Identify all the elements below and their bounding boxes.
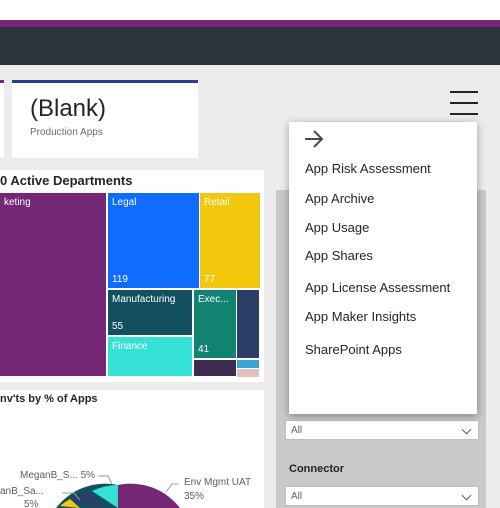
- menu-item-app-usage[interactable]: App Usage: [305, 220, 370, 235]
- pie-label-meganb-s: MeganB_S... 5%: [20, 470, 96, 481]
- donut-slice-meganb-sa: [70, 491, 100, 508]
- donut-slice-b: [60, 499, 80, 508]
- treemap-tile-marketing[interactable]: keting: [0, 193, 106, 376]
- pie-label-env-mgmt-pct: 35%: [184, 491, 205, 502]
- kpi-card-partial: [0, 80, 4, 158]
- connector-filter-dropdown[interactable]: All: [285, 486, 479, 506]
- pie-title: nv'ts by % of Apps: [0, 393, 98, 405]
- treemap-tile-finance[interactable]: Finance: [108, 337, 192, 376]
- donut-slice-meganb-s: [92, 485, 118, 508]
- treemap-tile-retail[interactable]: Retail 77: [200, 193, 260, 288]
- report-header-bar: [0, 27, 500, 65]
- donut-slice-env-mgmt: [118, 483, 180, 508]
- pie-label-meganb-sa: anB_Sa...: [0, 486, 44, 497]
- menu-item-app-shares[interactable]: App Shares: [305, 248, 373, 263]
- brand-bar: [0, 20, 500, 27]
- arrow-right-icon[interactable]: [303, 128, 325, 150]
- chevron-down-icon: [461, 424, 472, 435]
- treemap-tile-small-d[interactable]: [237, 369, 259, 377]
- connector-filter-label: Connector: [289, 463, 344, 475]
- treemap-tile-exec[interactable]: Exec... 41: [194, 290, 236, 358]
- treemap-title: 0 Active Departments: [0, 173, 133, 188]
- treemap-tile-small-c[interactable]: [237, 360, 259, 368]
- menu-item-app-license-assessment[interactable]: App License Assessment: [305, 280, 451, 295]
- treemap-tile-manufacturing[interactable]: Manufacturing 55: [108, 290, 192, 335]
- kpi-value: (Blank): [30, 95, 107, 122]
- filter-dropdown-1[interactable]: All: [285, 420, 479, 440]
- chevron-down-icon: [461, 490, 472, 501]
- menu-item-app-risk-assessment[interactable]: App Risk Assessment: [305, 161, 431, 176]
- pie-label-meganb-sa-pct: 5%: [24, 499, 39, 508]
- hamburger-menu-icon[interactable]: [450, 91, 478, 115]
- menu-item-sharepoint-apps[interactable]: SharePoint Apps: [305, 342, 402, 357]
- menu-item-app-archive[interactable]: App Archive: [305, 191, 375, 206]
- treemap-tile-legal[interactable]: Legal 119: [108, 193, 199, 288]
- top-strip: [0, 0, 500, 20]
- navigation-menu: App Risk Assessment App Archive App Usag…: [289, 122, 477, 414]
- kpi-card-production-apps: (Blank) Production Apps: [12, 80, 198, 158]
- donut-chart[interactable]: [0, 440, 264, 508]
- treemap-tile-small-b[interactable]: [194, 360, 236, 376]
- pie-label-env-mgmt: Env Mgmt UAT: [184, 477, 252, 488]
- kpi-label: Production Apps: [30, 127, 103, 138]
- menu-item-app-maker-insights[interactable]: App Maker Insights: [305, 309, 417, 324]
- treemap-tile-small-a[interactable]: [237, 290, 259, 358]
